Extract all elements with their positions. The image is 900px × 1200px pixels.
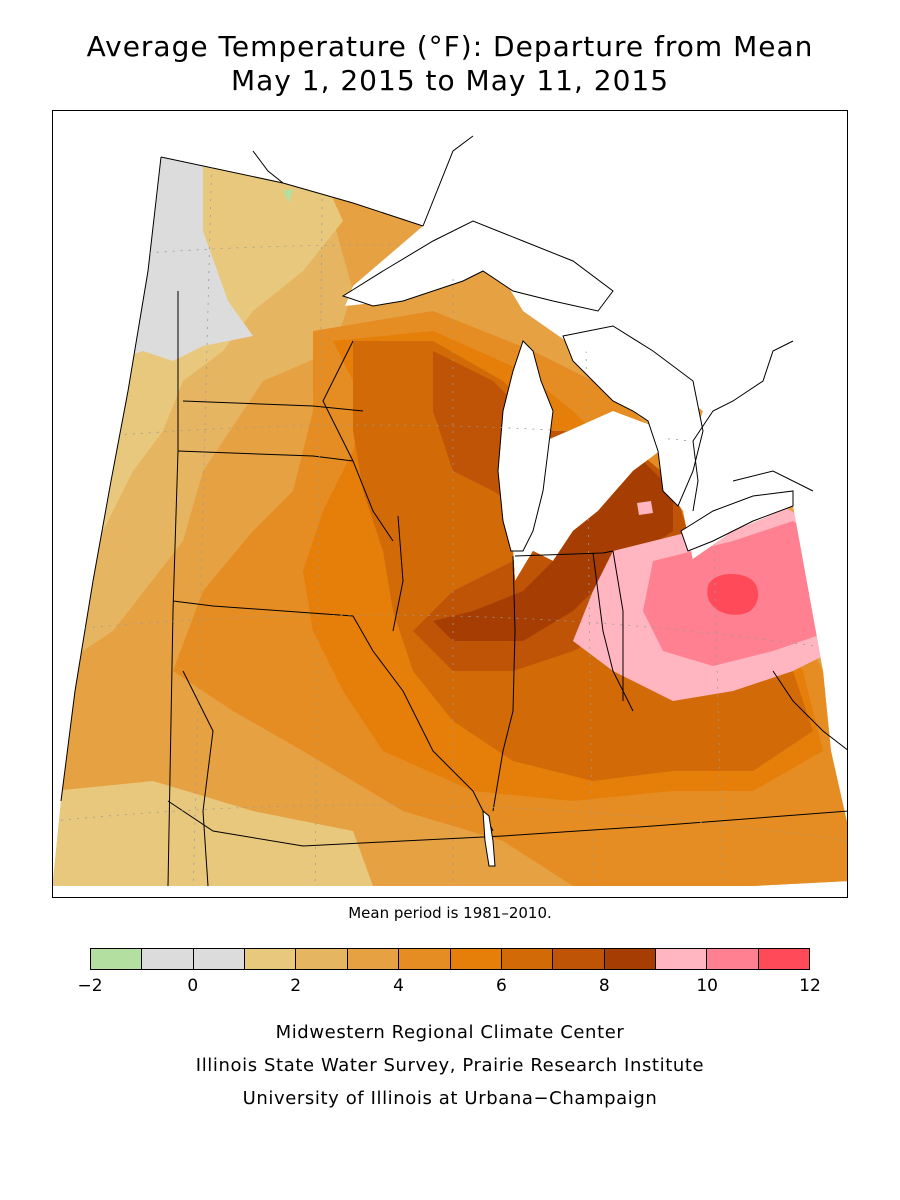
river-feature xyxy=(482,809,496,867)
lake-huron xyxy=(562,325,704,507)
state-boundaries xyxy=(60,156,847,887)
legend-swatch xyxy=(758,949,810,969)
legend-tick-label: −2 xyxy=(77,976,103,996)
legend-swatch xyxy=(399,949,451,969)
legend-swatch xyxy=(347,949,400,969)
credit-line-3: University of Illinois at Urbana−Champai… xyxy=(242,1088,658,1109)
legend-tick-label: 10 xyxy=(696,976,718,996)
legend-tick-label: 12 xyxy=(799,976,821,996)
map-date-range: May 1, 2015 to May 11, 2015 xyxy=(230,64,670,97)
legend-swatch xyxy=(501,949,554,969)
legend-swatch xyxy=(296,949,348,969)
lake-michigan xyxy=(497,340,554,552)
mean-period-note: Mean period is 1981–2010. xyxy=(348,904,552,922)
map-canvas xyxy=(53,135,847,887)
temperature-departure-map xyxy=(52,110,848,898)
lake-erie xyxy=(680,490,794,552)
great-lakes xyxy=(341,220,794,552)
legend-tick-label: 8 xyxy=(598,976,610,996)
legend-swatch xyxy=(707,949,759,969)
zone-11-12 xyxy=(707,574,759,615)
zone-sw-1-2 xyxy=(53,781,373,886)
canada-water-outlines xyxy=(252,135,814,492)
color-legend xyxy=(90,948,810,970)
credit-line-1: Midwestern Regional Climate Center xyxy=(275,1022,625,1043)
legend-tick-label: 2 xyxy=(290,976,302,996)
legend-swatch xyxy=(193,949,246,969)
legend-swatch xyxy=(91,949,143,969)
zone-8-9 xyxy=(433,451,673,641)
zone-small-pink xyxy=(637,501,653,515)
legend-tick-label: 0 xyxy=(187,976,199,996)
map-title: Average Temperature (°F): Departure from… xyxy=(86,30,814,63)
legend-swatch xyxy=(450,949,502,969)
zone-below-zero xyxy=(283,189,293,203)
legend-swatch xyxy=(604,949,656,969)
temperature-zones xyxy=(53,157,847,886)
legend-swatch xyxy=(245,949,297,969)
legend-swatch xyxy=(655,949,708,969)
credit-line-2: Illinois State Water Survey, Prairie Res… xyxy=(195,1055,705,1076)
legend-tick-label: 6 xyxy=(496,976,507,996)
legend-swatch xyxy=(553,949,605,969)
graticule xyxy=(53,157,847,886)
legend-tick-label: 4 xyxy=(393,976,404,996)
legend-swatch xyxy=(142,949,194,969)
lake-superior xyxy=(341,220,614,312)
